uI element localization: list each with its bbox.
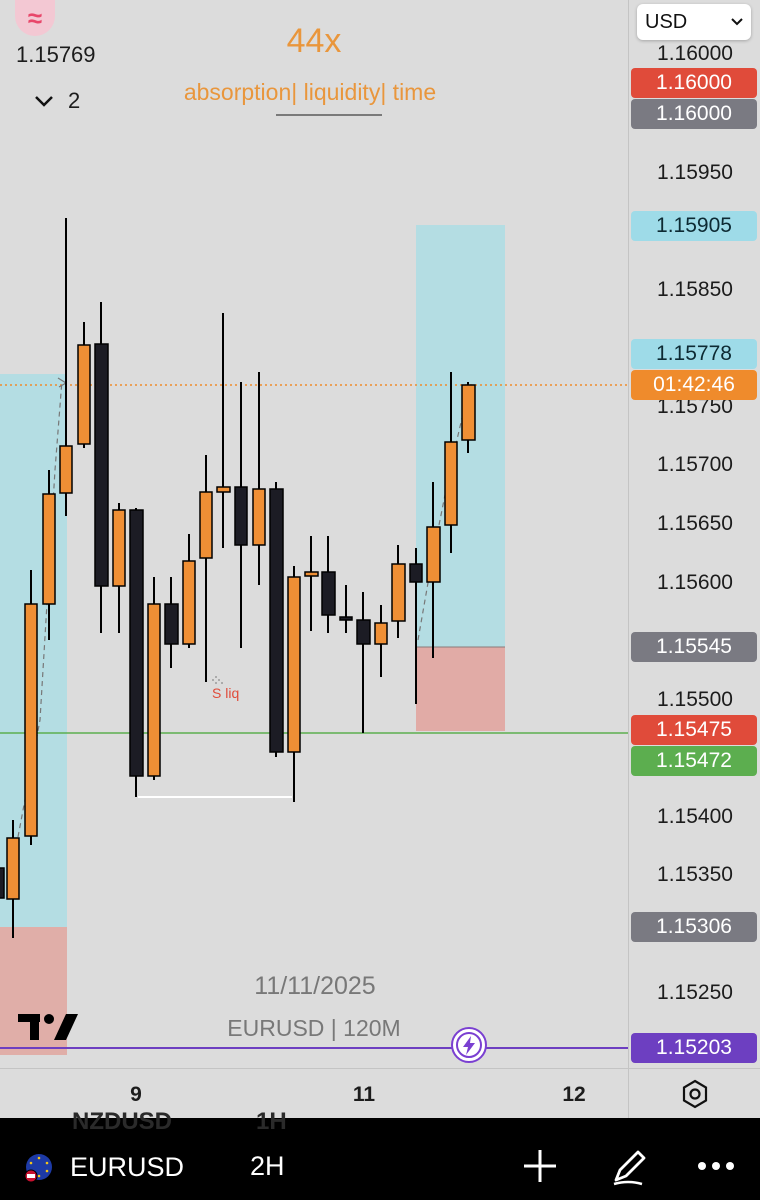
- candle: [391, 545, 406, 638]
- candle: [147, 577, 161, 780]
- candle: [304, 536, 319, 631]
- candle: [199, 455, 213, 682]
- time-tick: 11: [352, 1083, 376, 1106]
- chevron-down-icon: [35, 96, 53, 107]
- candle: [426, 482, 441, 658]
- zone-right-blue: [416, 225, 505, 647]
- trend-dash-right: [417, 391, 469, 641]
- candle: [269, 482, 284, 757]
- pencil-icon: [613, 1150, 646, 1186]
- time-tick: 9: [130, 1083, 142, 1106]
- price-badge: 1.15472: [631, 746, 757, 776]
- candle: [164, 577, 179, 668]
- s-liq-label: S liq: [212, 685, 239, 701]
- price-tick: 1.16000: [657, 42, 733, 65]
- candle: [6, 820, 20, 938]
- price-badge: 1.16000: [631, 99, 757, 129]
- candle: [409, 548, 423, 704]
- lightning-icon[interactable]: [451, 1027, 487, 1063]
- currency-value: USD: [645, 10, 688, 33]
- zone-right-red: [416, 647, 505, 731]
- time-tick: 12: [562, 1083, 586, 1106]
- price-tick: 1.15850: [657, 278, 733, 301]
- price-badge: 1.15545: [631, 632, 757, 662]
- countdown-badge: 01:42:46: [631, 370, 757, 400]
- symbol-button[interactable]: EURUSD: [22, 1150, 184, 1184]
- tradingview-logo[interactable]: [18, 1014, 78, 1040]
- time-axis[interactable]: 9 11 12: [0, 1068, 628, 1119]
- ghost-interval: 1H: [256, 1108, 287, 1135]
- candle: [234, 382, 248, 648]
- currency-select[interactable]: USD: [637, 4, 751, 40]
- candle: [461, 382, 476, 453]
- ghost-symbol: NZDUSD: [72, 1108, 172, 1135]
- price-axis[interactable]: USD 1.16000 1.15950 1.15850 1.15750 1.15…: [628, 0, 760, 1068]
- chart-area[interactable]: S liq 11/11/2025 EURUSD | 120M ≈ 1.15769…: [0, 0, 628, 1068]
- price-tick: 1.15250: [657, 981, 733, 1004]
- candle: [77, 322, 91, 448]
- price-badge: 1.16000: [631, 68, 757, 98]
- chart-canvas[interactable]: S liq 11/11/2025 EURUSD | 120M: [0, 0, 628, 1068]
- price-tick: 1.15500: [657, 688, 733, 711]
- price-badge: 1.15778: [631, 339, 757, 369]
- candle: [444, 372, 458, 553]
- interval-button[interactable]: 2H: [250, 1151, 285, 1181]
- app-logo[interactable]: ≈: [15, 0, 55, 36]
- chart-settings-button[interactable]: [628, 1068, 760, 1119]
- candle: [182, 534, 196, 648]
- price-badge: 1.15203: [631, 1033, 757, 1063]
- price-tick: 1.15950: [657, 161, 733, 184]
- more-button[interactable]: [694, 1156, 738, 1176]
- candle: [42, 470, 56, 640]
- price-tick: 1.15350: [657, 863, 733, 886]
- price-badge: 1.15905: [631, 211, 757, 241]
- add-button[interactable]: [520, 1146, 560, 1186]
- candle: [112, 503, 126, 633]
- indicator-underline: [276, 114, 382, 116]
- candle: [24, 570, 38, 845]
- collapse-toggle[interactable]: 2: [34, 88, 80, 114]
- last-price: 1.15769: [16, 42, 96, 67]
- price-tick: 1.15650: [657, 512, 733, 535]
- indicator-title: 44x: [286, 22, 342, 60]
- more-icon: [698, 1162, 734, 1170]
- indicator-count: 2: [68, 88, 81, 113]
- eu-flag-icon: [24, 1154, 52, 1183]
- price-badge: 1.15306: [631, 912, 757, 942]
- candle: [0, 867, 5, 899]
- candle: [59, 218, 73, 516]
- price-tick: 1.15400: [657, 805, 733, 828]
- candle: [356, 592, 371, 733]
- s-liq-marker: [212, 676, 223, 684]
- candle: [94, 302, 109, 633]
- candle: [287, 566, 301, 802]
- candle: [374, 605, 388, 677]
- indicator-subtitle: absorption| liquidity| time: [183, 79, 437, 105]
- plus-icon: [524, 1150, 556, 1182]
- draw-button[interactable]: [608, 1144, 652, 1188]
- candle: [216, 313, 231, 548]
- price-tick: 1.15750: [657, 395, 733, 418]
- watermark-symbol: EURUSD | 120M: [227, 1015, 400, 1041]
- price-tick: 1.15700: [657, 453, 733, 476]
- settings-hexagon-icon: [682, 1079, 708, 1109]
- price-badge: 1.15475: [631, 715, 757, 745]
- bottom-toolbar: NZDUSD 1H EURUSD 2H: [0, 1108, 760, 1200]
- watermark-date: 11/11/2025: [254, 972, 375, 1000]
- price-tick: 1.15600: [657, 571, 733, 594]
- chevron-down-icon: [731, 18, 743, 26]
- candle: [129, 508, 144, 797]
- candle: [339, 585, 353, 633]
- candles: [0, 218, 476, 938]
- symbol-label: EURUSD: [70, 1151, 185, 1182]
- candle: [321, 536, 336, 633]
- wave-icon: ≈: [27, 2, 43, 33]
- candle: [252, 372, 266, 585]
